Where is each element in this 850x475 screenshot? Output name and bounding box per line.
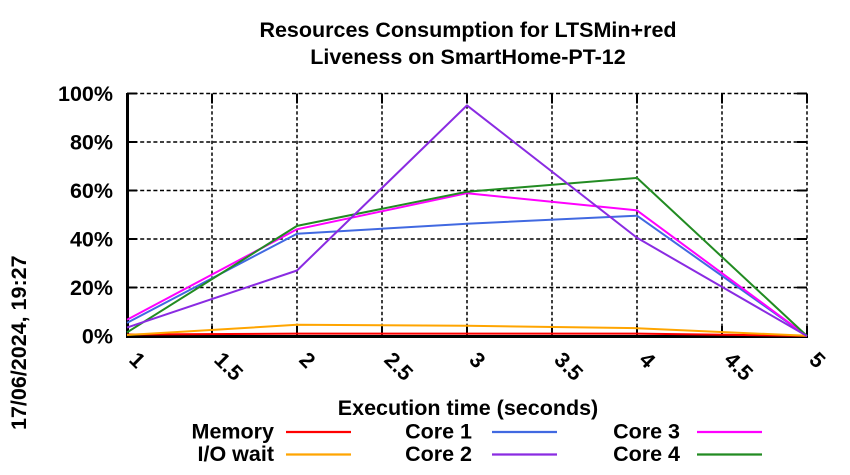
svg-text:Core 2: Core 2: [405, 442, 472, 466]
svg-text:20%: 20%: [70, 276, 113, 300]
svg-text:Memory: Memory: [192, 420, 274, 444]
svg-text:Liveness on SmartHome-PT-12: Liveness on SmartHome-PT-12: [310, 45, 625, 69]
svg-text:Core 4: Core 4: [613, 442, 680, 466]
svg-text:Execution time (seconds): Execution time (seconds): [338, 396, 598, 420]
svg-text:Resources Consumption for LTSM: Resources Consumption for LTSMin+red: [259, 18, 676, 42]
svg-text:40%: 40%: [70, 228, 113, 252]
svg-text:Core 3: Core 3: [613, 420, 680, 444]
svg-text:100%: 100%: [58, 82, 113, 106]
svg-text:60%: 60%: [70, 179, 113, 203]
svg-text:0%: 0%: [82, 325, 113, 349]
svg-text:I/O wait: I/O wait: [198, 442, 274, 466]
svg-text:17/06/2024, 19:27: 17/06/2024, 19:27: [7, 255, 31, 430]
svg-text:Core 1: Core 1: [405, 420, 472, 444]
svg-text:80%: 80%: [70, 131, 113, 155]
